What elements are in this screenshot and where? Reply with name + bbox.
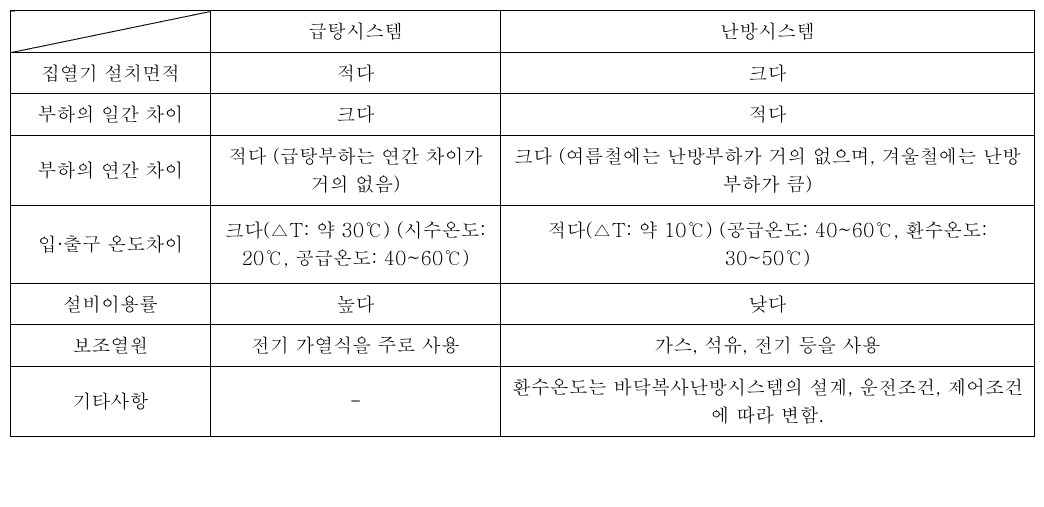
row-label: 부하의 연간 차이 [11,135,211,205]
row-label: 설비이용률 [11,283,211,325]
header-col-a: 급탕시스템 [211,11,501,53]
row-value-a: 적다 [211,52,501,94]
table-row: 입·출구 온도차이 크다(△T: 약 30℃) (시수온도: 20℃, 공급온도… [11,205,1035,283]
row-value-a: 크다(△T: 약 30℃) (시수온도: 20℃, 공급온도: 40~60℃) [211,205,501,283]
table-row: 집열기 설치면적 적다 크다 [11,52,1035,94]
table-row: 설비이용률 높다 낮다 [11,283,1035,325]
table-header-row: 급탕시스템 난방시스템 [11,11,1035,53]
row-value-b: 환수온도는 바닥복사난방시스템의 설계, 운전조건, 제어조건에 따라 변함. [501,366,1035,436]
row-value-b: 가스, 석유, 전기 등을 사용 [501,325,1035,367]
table-row: 기타사항 - 환수온도는 바닥복사난방시스템의 설계, 운전조건, 제어조건에 … [11,366,1035,436]
row-value-a: 적다 (급탕부하는 연간 차이가 거의 없음) [211,135,501,205]
row-value-a: 전기 가열식을 주로 사용 [211,325,501,367]
table-row: 부하의 일간 차이 크다 적다 [11,94,1035,136]
row-label: 보조열원 [11,325,211,367]
row-value-b: 적다(△T: 약 10℃) (공급온도: 40~60℃, 환수온도: 30~50… [501,205,1035,283]
row-value-b: 낮다 [501,283,1035,325]
header-col-b: 난방시스템 [501,11,1035,53]
table-row: 부하의 연간 차이 적다 (급탕부하는 연간 차이가 거의 없음) 크다 (여름… [11,135,1035,205]
row-value-a: - [211,366,501,436]
row-value-a: 크다 [211,94,501,136]
table-row: 보조열원 전기 가열식을 주로 사용 가스, 석유, 전기 등을 사용 [11,325,1035,367]
row-value-b: 크다 (여름철에는 난방부하가 거의 없으며, 겨울철에는 난방부하가 큼) [501,135,1035,205]
row-value-a: 높다 [211,283,501,325]
row-label: 기타사항 [11,366,211,436]
row-value-b: 크다 [501,52,1035,94]
row-label: 부하의 일간 차이 [11,94,211,136]
row-label: 입·출구 온도차이 [11,205,211,283]
row-value-b: 적다 [501,94,1035,136]
row-label: 집열기 설치면적 [11,52,211,94]
header-diagonal-cell [11,11,211,53]
comparison-table: 급탕시스템 난방시스템 집열기 설치면적 적다 크다 부하의 일간 차이 크다 … [10,10,1035,437]
